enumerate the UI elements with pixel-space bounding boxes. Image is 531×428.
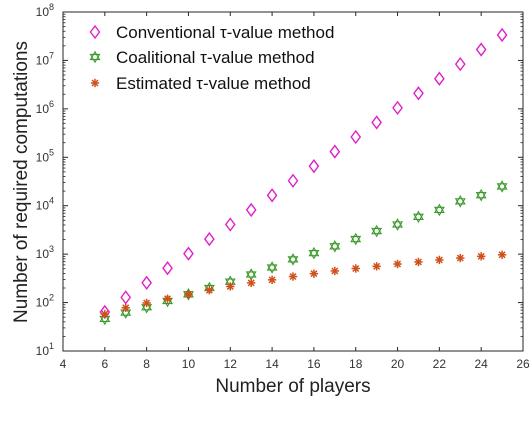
diamond-point — [350, 129, 362, 145]
x-tick-label: 24 — [475, 357, 489, 371]
legend-label-coalitional: Coalitional τ-value method — [116, 48, 315, 67]
asterisk-point — [456, 253, 465, 263]
hexagram-point — [412, 210, 424, 224]
diamond-point — [371, 115, 383, 130]
diamond-point — [475, 42, 487, 57]
hexagram-point — [392, 218, 404, 231]
legend-label-conventional: Conventional τ-value method — [116, 23, 334, 42]
x-tick-label: 6 — [101, 357, 108, 371]
hexagram-point — [287, 253, 299, 266]
x-tick-label: 20 — [391, 357, 405, 371]
asterisk-point — [372, 262, 381, 271]
hexagram-point — [308, 246, 320, 260]
diamond-point — [287, 173, 299, 188]
y-tick-exponent: 1 — [49, 341, 54, 351]
legend-hexagram-icon — [89, 50, 101, 64]
data-points — [99, 27, 508, 326]
asterisk-point — [226, 282, 235, 291]
asterisk-point — [184, 290, 193, 299]
hexagram-point — [329, 240, 341, 253]
x-axis-label: Number of players — [215, 376, 370, 397]
y-tick-exponent: 8 — [49, 2, 54, 12]
diamond-point — [245, 202, 257, 218]
diamond-point — [413, 86, 424, 101]
y-tick-exponent: 6 — [49, 99, 54, 109]
y-tick-exponent: 3 — [49, 244, 54, 254]
y-tick-label: 10 — [36, 296, 50, 310]
asterisk-point — [267, 275, 277, 285]
diamond-point — [454, 56, 466, 72]
hexagram-point — [266, 261, 278, 274]
y-tick-label: 10 — [36, 344, 50, 358]
diamond-point — [224, 217, 236, 232]
y-tick-label: 10 — [36, 102, 50, 116]
hexagram-point — [433, 203, 445, 217]
diamond-point — [392, 100, 403, 116]
diamond-point — [203, 231, 215, 247]
diamond-point — [329, 144, 341, 159]
hexagram-point — [245, 268, 257, 281]
y-tick-label: 10 — [36, 199, 50, 213]
hexagram-point — [371, 224, 383, 238]
diamond-point — [141, 275, 153, 290]
y-tick-label: 10 — [36, 5, 50, 19]
hexagram-point — [475, 188, 487, 202]
asterisk-point — [142, 298, 151, 308]
hexagram-point — [496, 180, 508, 193]
asterisk-point — [330, 266, 340, 276]
x-tick-label: 12 — [224, 357, 238, 371]
legend-marker-coalitional — [89, 50, 101, 64]
y-tick-exponent: 4 — [49, 196, 54, 206]
diamond-point — [496, 27, 508, 43]
hexagram-point — [454, 195, 466, 208]
legend-diamond-icon — [89, 24, 101, 40]
legend-label-estimated: Estimated τ-value method — [116, 74, 311, 93]
y-tick-exponent: 2 — [49, 293, 54, 303]
x-tick-label: 26 — [516, 357, 530, 371]
x-tick-label: 22 — [433, 357, 447, 371]
x-tick-label: 8 — [143, 357, 150, 371]
y-axis-label: Number of required computations — [11, 41, 32, 323]
asterisk-point — [121, 303, 130, 312]
asterisk-point — [163, 294, 172, 303]
asterisk-point — [351, 264, 360, 273]
diamond-point — [183, 246, 194, 261]
legend-marker-conventional — [89, 24, 101, 40]
y-tick-label: 10 — [36, 150, 50, 164]
diamond-point — [308, 159, 320, 174]
plot-area — [62, 11, 524, 352]
legend-marker-estimated — [90, 78, 100, 88]
y-tick-exponent: 7 — [49, 50, 54, 60]
x-tick-label: 14 — [265, 357, 279, 371]
asterisk-point — [309, 269, 319, 278]
diamond-point — [266, 188, 278, 203]
diamond-point — [162, 261, 173, 276]
x-tick-label: 16 — [307, 357, 321, 371]
asterisk-point — [414, 257, 423, 267]
x-axis: 4 6 8 10 12 14 16 18 20 22 24 26 — [60, 12, 530, 371]
diamond-point — [120, 290, 132, 305]
diamond-point — [433, 71, 445, 86]
y-tick-label: 10 — [36, 247, 50, 261]
hexagram-point — [350, 232, 362, 246]
legend-asterisk-icon — [90, 78, 100, 88]
legend: Conventional τ-value method Coalitional … — [89, 23, 334, 93]
asterisk-point — [476, 252, 486, 261]
asterisk-point — [435, 255, 444, 265]
y-tick-label: 10 — [36, 53, 50, 67]
x-tick-label: 10 — [182, 357, 196, 371]
asterisk-point — [393, 259, 402, 269]
asterisk-point — [246, 278, 256, 288]
x-tick-label: 18 — [349, 357, 363, 371]
asterisk-point — [497, 250, 507, 259]
asterisk-point — [288, 272, 298, 281]
y-tick-exponent: 5 — [49, 147, 54, 157]
x-tick-label: 4 — [60, 357, 67, 371]
asterisk-point — [205, 286, 214, 295]
asterisk-point — [100, 309, 110, 319]
